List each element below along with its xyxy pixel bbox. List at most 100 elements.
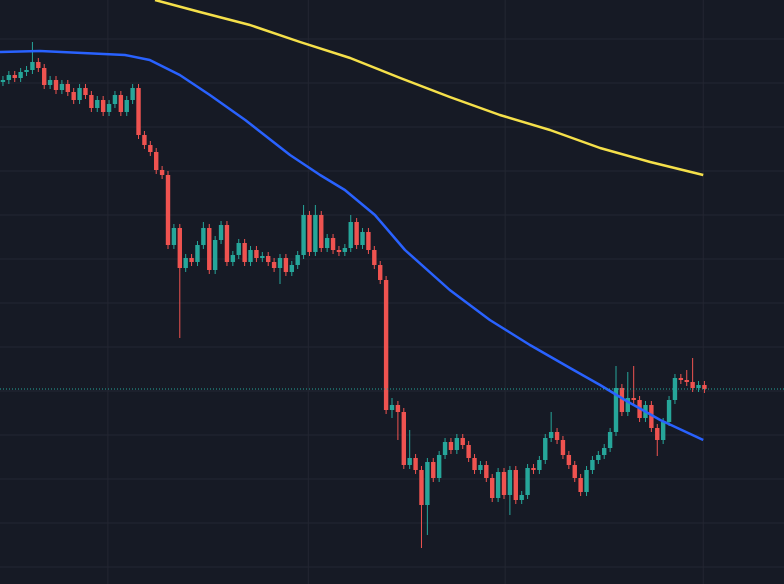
candle-body xyxy=(95,100,100,108)
candle-body xyxy=(266,256,271,262)
candle-body xyxy=(401,412,406,465)
candle-body xyxy=(18,72,23,78)
candle-body xyxy=(625,398,630,412)
candle-body xyxy=(660,422,666,440)
candle-body xyxy=(590,460,595,470)
candle-body xyxy=(472,458,477,470)
candle-body xyxy=(59,84,65,90)
candle-body xyxy=(649,405,654,428)
candle-body xyxy=(260,256,265,258)
candle-body xyxy=(666,400,672,422)
candle-body xyxy=(24,70,29,72)
candle-body xyxy=(130,88,135,100)
candle-body xyxy=(30,62,35,70)
candle-body xyxy=(460,438,465,445)
candle-body xyxy=(448,442,454,450)
candle-body xyxy=(619,388,625,412)
candle-body xyxy=(507,470,513,495)
candle-body xyxy=(366,232,371,250)
candle-body xyxy=(313,215,318,252)
candle-body xyxy=(77,88,82,100)
candle-body xyxy=(501,472,507,495)
candle-body xyxy=(602,448,607,455)
candle-body xyxy=(655,428,660,440)
candle-body xyxy=(148,145,153,152)
candle-body xyxy=(484,465,489,478)
candle-body xyxy=(466,445,471,458)
candle-body xyxy=(254,250,259,258)
candle-body xyxy=(407,458,412,465)
moving-average-line xyxy=(154,0,704,177)
candle-body xyxy=(195,245,200,262)
candle-body xyxy=(572,465,577,478)
candle-body xyxy=(395,405,401,412)
candle-body xyxy=(537,460,542,470)
candle-body xyxy=(383,280,389,410)
candle-body xyxy=(289,265,294,272)
candle-body xyxy=(584,470,589,492)
candle-body xyxy=(71,92,76,100)
candle-body xyxy=(566,455,572,465)
candle-body xyxy=(531,468,536,470)
candle-body xyxy=(330,238,336,250)
candle-body xyxy=(419,470,424,505)
candle-body xyxy=(425,462,430,505)
candle-body xyxy=(242,243,247,262)
candle-body xyxy=(283,258,289,272)
candle-body xyxy=(548,432,554,438)
candle-body xyxy=(372,250,377,265)
candle-body xyxy=(295,255,300,265)
candle-body xyxy=(142,135,147,145)
candle-body xyxy=(672,378,678,400)
candle-body xyxy=(171,228,177,245)
candle-body xyxy=(230,255,236,262)
candle-body xyxy=(413,458,418,470)
candle-body xyxy=(442,442,448,455)
candle-body xyxy=(165,175,171,245)
candle-body xyxy=(36,62,41,68)
candle-body xyxy=(207,228,212,270)
candle-body xyxy=(578,478,583,492)
candle-body xyxy=(183,258,188,268)
candle-body xyxy=(696,385,701,388)
candle-body xyxy=(478,465,483,470)
candle-body xyxy=(236,243,241,255)
candle-body xyxy=(513,470,518,500)
candle-body xyxy=(431,462,436,478)
candle-body xyxy=(301,215,306,255)
candle-body xyxy=(53,80,59,90)
candle-body xyxy=(189,258,194,262)
candle-body xyxy=(613,388,619,432)
candle-body xyxy=(519,495,524,500)
candle-body xyxy=(6,75,12,80)
candle-body xyxy=(136,88,141,135)
candle-body xyxy=(118,95,124,112)
candle-body xyxy=(177,228,182,268)
candle-body xyxy=(354,222,359,245)
candle-body xyxy=(554,432,560,440)
candle-body xyxy=(224,225,230,262)
candle-body xyxy=(336,250,342,252)
candle-body xyxy=(83,88,88,95)
candle-body xyxy=(596,455,601,460)
candle-body xyxy=(212,240,218,270)
candle-body xyxy=(319,215,324,248)
candle-body xyxy=(218,225,224,240)
candle-body xyxy=(389,405,395,410)
candle-body xyxy=(89,95,94,108)
candle-body xyxy=(631,398,636,400)
candle-body xyxy=(495,472,501,498)
candle-body xyxy=(690,382,695,388)
candle-body xyxy=(607,432,613,448)
candle-body xyxy=(65,84,70,92)
candle-body xyxy=(248,250,253,262)
candle-body xyxy=(100,100,106,112)
candle-body xyxy=(543,438,548,460)
candle-body xyxy=(454,438,460,450)
candle-body xyxy=(47,80,53,85)
candle-body xyxy=(525,468,530,495)
candle-body xyxy=(378,265,383,280)
candle-body xyxy=(560,440,566,455)
